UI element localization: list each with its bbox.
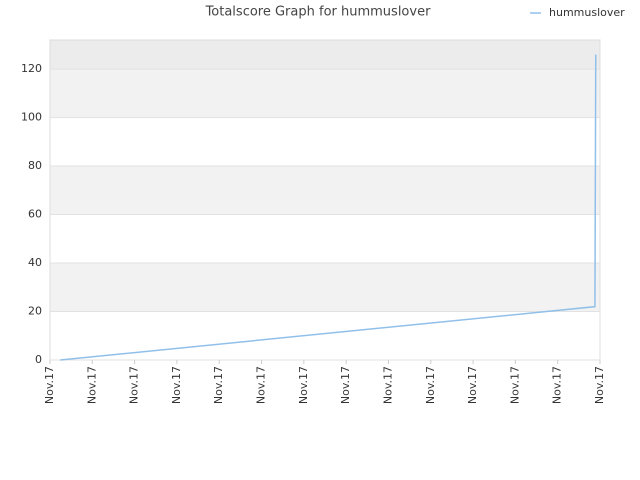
plot-band: [50, 166, 600, 215]
x-tick-label: Nov.17: [508, 366, 521, 404]
series-line: [60, 54, 597, 361]
x-tick-label: Nov.17: [593, 366, 606, 404]
x-tick-label: Nov.17: [255, 366, 268, 404]
x-tick-label: Nov.17: [424, 366, 437, 404]
y-tick-label: 80: [28, 159, 42, 172]
y-tick-label: 100: [21, 111, 42, 124]
plot-band: [50, 69, 600, 118]
chart-title: Totalscore Graph for hummuslover: [205, 5, 432, 20]
x-tick-label: Nov.17: [551, 366, 564, 404]
legend-label: hummuslover: [549, 6, 625, 19]
y-tick-label: 120: [21, 62, 42, 75]
plot-band: [50, 40, 600, 70]
x-tick-label: Nov.17: [381, 366, 394, 404]
y-tick-label: 0: [35, 353, 42, 366]
x-tick-label: Nov.17: [466, 366, 479, 404]
x-tick-label: Nov.17: [339, 366, 352, 404]
x-tick-label: Nov.17: [128, 366, 141, 404]
y-tick-label: 60: [28, 208, 42, 221]
x-tick-label: Nov.17: [170, 366, 183, 404]
x-tick-label: Nov.17: [297, 366, 310, 404]
x-tick-label: Nov.17: [43, 366, 56, 404]
x-tick-label: Nov.17: [212, 366, 225, 404]
x-tick-label: Nov.17: [85, 366, 98, 404]
plot-band: [50, 263, 600, 312]
y-tick-label: 40: [28, 256, 42, 269]
y-tick-label: 20: [28, 305, 42, 318]
